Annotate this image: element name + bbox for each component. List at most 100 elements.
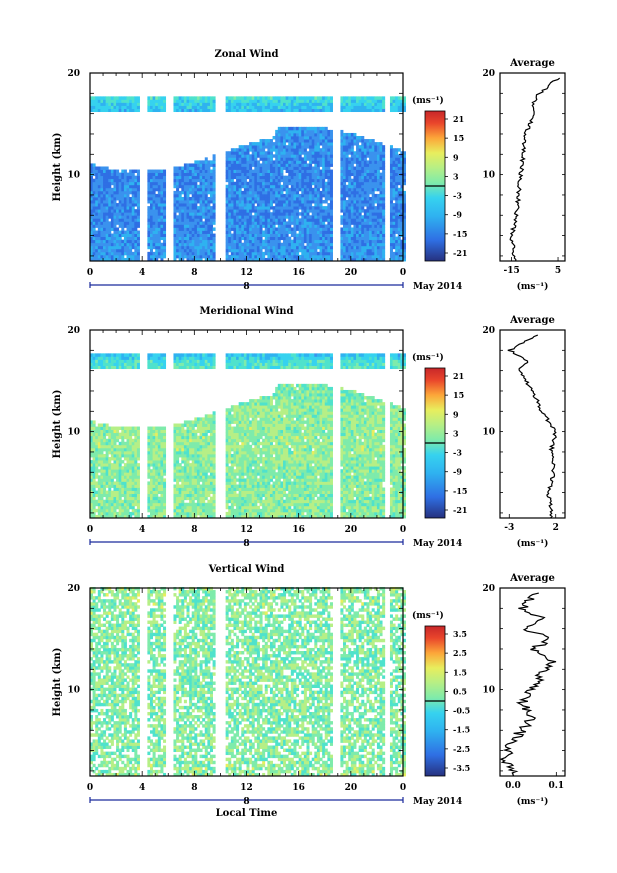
heatmap-cell	[309, 151, 313, 155]
heatmap-cell	[350, 142, 354, 146]
heatmap-cell	[236, 172, 240, 177]
heatmap-cell	[256, 245, 260, 250]
heatmap-cell	[340, 145, 344, 149]
heatmap-cell	[296, 136, 300, 140]
heatmap-cell	[382, 203, 386, 207]
heatmap-cell	[293, 254, 297, 259]
heatmap-cell	[236, 257, 240, 262]
heatmap-cell	[103, 511, 107, 516]
heatmap-cell	[262, 221, 266, 225]
heatmap-cell	[183, 178, 187, 183]
heatmap-cell	[118, 496, 122, 501]
heatmap-cell	[191, 163, 195, 167]
heatmap-cell	[283, 209, 287, 213]
heatmap-cell	[149, 215, 153, 219]
heatmap-cell	[97, 493, 101, 498]
heatmap-cell	[340, 190, 344, 195]
heatmap-cell	[90, 438, 94, 443]
heatmap-cell	[267, 175, 271, 180]
heatmap-cell	[228, 151, 232, 155]
heatmap-cell	[105, 206, 109, 210]
heatmap-cell	[241, 245, 245, 250]
heatmap-cell	[277, 169, 281, 173]
heatmap-cell	[293, 184, 297, 189]
heatmap-cell	[131, 184, 135, 189]
heatmap-cell	[199, 163, 203, 167]
heatmap-cell	[100, 362, 104, 366]
heatmap-cell	[303, 248, 307, 253]
heatmap-cell	[183, 175, 187, 180]
heatmap-cell	[382, 160, 386, 164]
heatmap-cell	[280, 221, 284, 225]
heatmap-cell	[392, 166, 396, 170]
heatmap-cell	[397, 221, 401, 225]
heatmap-cell	[204, 102, 208, 106]
heatmap-cell	[129, 236, 133, 241]
heatmap-cell	[288, 175, 292, 180]
heatmap-cell	[228, 175, 232, 180]
heatmap-cell	[298, 157, 302, 161]
heatmap-cell	[116, 193, 120, 198]
heatmap-cell	[403, 200, 407, 204]
heatmap-cell	[183, 200, 187, 204]
heatmap-cell	[110, 435, 114, 440]
heatmap-cell	[199, 160, 203, 164]
heatmap-cell	[100, 472, 104, 476]
heatmap-cell	[288, 254, 292, 259]
heatmap-cell	[118, 457, 122, 461]
heatmap-cell	[329, 145, 333, 149]
heatmap-cell	[246, 193, 250, 198]
heatmap-cell	[97, 441, 101, 446]
heatmap-cell	[123, 499, 127, 504]
heatmap-cell	[196, 239, 200, 244]
heatmap-cell	[316, 132, 320, 137]
heatmap-cell	[183, 251, 187, 256]
heatmap-cell	[103, 435, 107, 440]
heatmap-cell	[100, 441, 104, 446]
heatmap-cell	[97, 499, 101, 504]
heatmap-cell	[322, 172, 326, 177]
heatmap-cell	[264, 227, 268, 231]
heatmap-cell	[90, 178, 94, 183]
heatmap-cell	[123, 209, 127, 213]
heatmap-cell	[230, 254, 234, 259]
heatmap-cell	[108, 438, 112, 443]
heatmap-cell	[238, 102, 242, 106]
heatmap-cell	[348, 169, 352, 173]
heatmap-cell	[207, 227, 211, 231]
heatmap-cell	[196, 160, 200, 164]
heatmap-cell	[126, 460, 130, 464]
heatmap-cell	[272, 242, 276, 247]
heatmap-cell	[306, 239, 310, 244]
heatmap-cell	[267, 230, 271, 234]
heatmap-cell	[225, 157, 229, 161]
heatmap-cell	[285, 169, 289, 173]
heatmap-cell	[225, 245, 229, 250]
heatmap-cell	[118, 102, 122, 106]
heatmap-cell	[280, 248, 284, 253]
heatmap-cell	[288, 96, 292, 100]
heatmap-cell	[249, 230, 253, 234]
heatmap-cell	[314, 184, 318, 189]
heatmap-cell	[382, 184, 386, 189]
heatmap-cell	[110, 429, 114, 434]
heatmap-cell	[262, 187, 266, 192]
heatmap-cell	[100, 514, 104, 519]
heatmap-cell	[345, 193, 349, 198]
heatmap-cell	[238, 172, 242, 177]
heatmap-cell	[123, 187, 127, 192]
heatmap-cell	[376, 218, 380, 222]
heatmap-cell	[288, 102, 292, 106]
heatmap-cell	[241, 236, 245, 241]
heatmap-cell	[306, 251, 310, 256]
heatmap-cell	[267, 184, 271, 189]
heatmap-cell	[340, 236, 344, 241]
heatmap-cell	[283, 251, 287, 256]
heatmap-cell	[113, 490, 117, 495]
heatmap-cell	[209, 172, 213, 177]
heatmap-cell	[100, 105, 104, 109]
heatmap-cell	[293, 108, 297, 113]
heatmap-cell	[392, 181, 396, 186]
heatmap-cell	[296, 105, 300, 109]
heatmap-cell	[233, 212, 237, 216]
